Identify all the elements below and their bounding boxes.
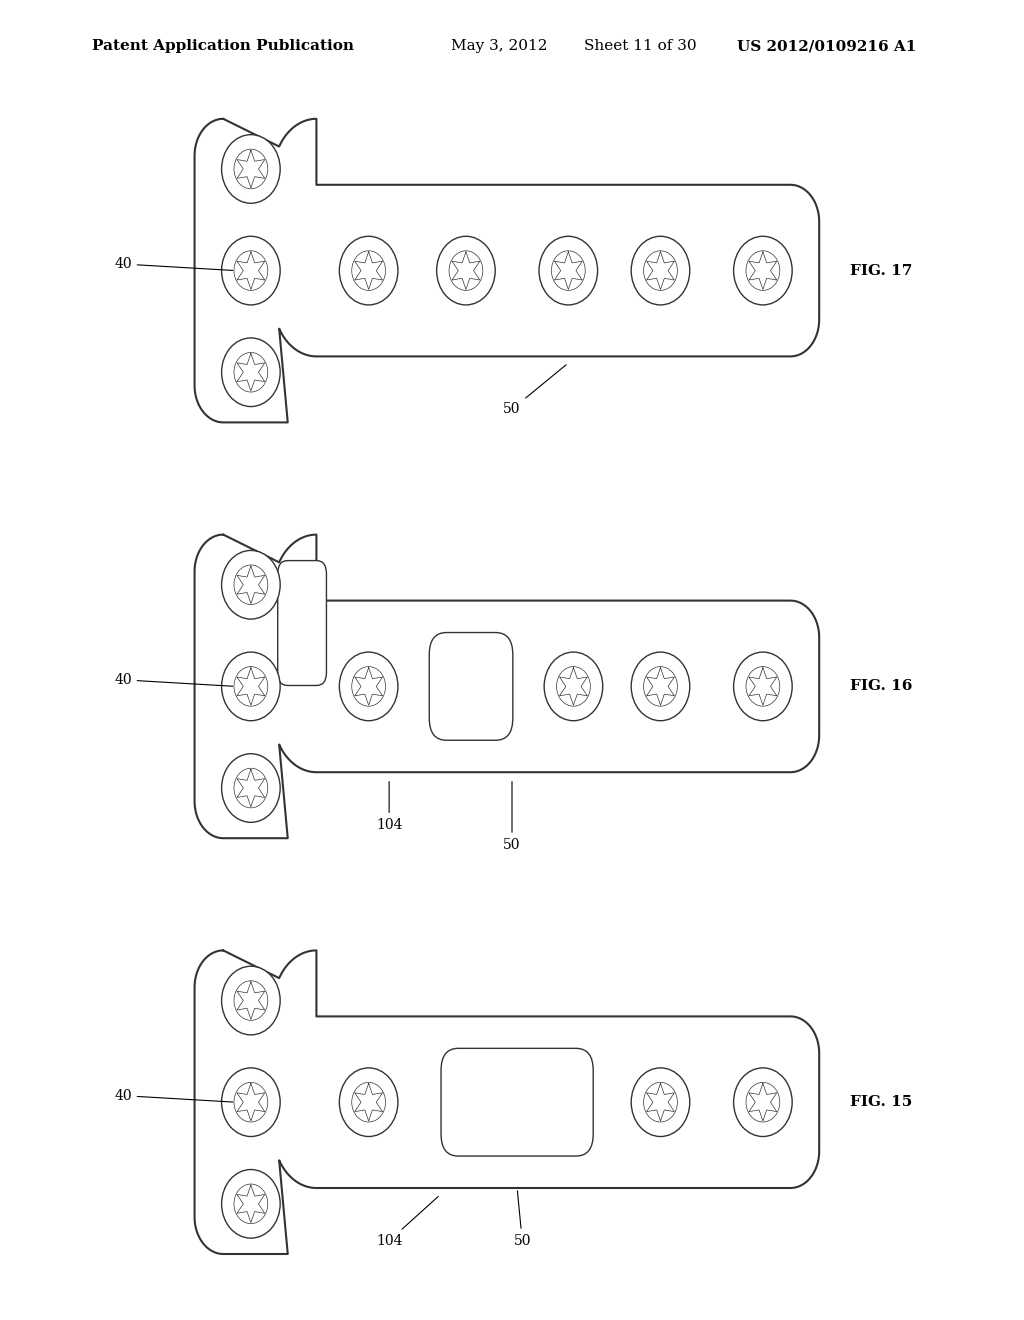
Ellipse shape [233, 1184, 268, 1224]
Ellipse shape [745, 1082, 780, 1122]
Text: Sheet 11 of 30: Sheet 11 of 30 [584, 40, 696, 53]
Ellipse shape [221, 966, 281, 1035]
Ellipse shape [352, 251, 385, 290]
Ellipse shape [221, 236, 281, 305]
FancyBboxPatch shape [441, 1048, 593, 1156]
Ellipse shape [233, 352, 268, 392]
Text: Patent Application Publication: Patent Application Publication [92, 40, 354, 53]
Text: US 2012/0109216 A1: US 2012/0109216 A1 [737, 40, 916, 53]
Ellipse shape [339, 236, 398, 305]
Ellipse shape [631, 1068, 690, 1137]
Text: 104: 104 [376, 1196, 438, 1247]
Ellipse shape [644, 251, 678, 290]
Ellipse shape [233, 768, 268, 808]
Text: 104: 104 [376, 781, 402, 832]
Ellipse shape [221, 754, 281, 822]
Ellipse shape [233, 667, 268, 706]
Ellipse shape [745, 667, 780, 706]
Text: FIG. 16: FIG. 16 [850, 680, 912, 693]
Ellipse shape [436, 236, 496, 305]
Ellipse shape [644, 667, 678, 706]
Ellipse shape [631, 236, 690, 305]
Ellipse shape [733, 1068, 793, 1137]
Text: 50: 50 [503, 781, 521, 851]
Polygon shape [195, 950, 819, 1254]
Ellipse shape [352, 1082, 385, 1122]
Ellipse shape [221, 1170, 281, 1238]
Text: 50: 50 [503, 364, 566, 416]
Text: FIG. 17: FIG. 17 [850, 264, 912, 277]
Ellipse shape [221, 1068, 281, 1137]
Ellipse shape [733, 652, 793, 721]
Ellipse shape [233, 1082, 268, 1122]
Text: FIG. 15: FIG. 15 [850, 1096, 912, 1109]
Polygon shape [195, 535, 819, 838]
Ellipse shape [221, 338, 281, 407]
Ellipse shape [552, 251, 586, 290]
Text: May 3, 2012: May 3, 2012 [451, 40, 547, 53]
Text: 50: 50 [513, 1191, 531, 1247]
Ellipse shape [221, 652, 281, 721]
Ellipse shape [233, 565, 268, 605]
Ellipse shape [544, 652, 603, 721]
FancyBboxPatch shape [278, 561, 327, 685]
Ellipse shape [233, 251, 268, 290]
Text: 40: 40 [114, 257, 232, 271]
Ellipse shape [733, 236, 793, 305]
Ellipse shape [221, 135, 281, 203]
Ellipse shape [631, 652, 690, 721]
Text: 40: 40 [114, 1089, 232, 1102]
Ellipse shape [339, 652, 398, 721]
Polygon shape [195, 119, 819, 422]
Ellipse shape [233, 149, 268, 189]
Ellipse shape [233, 981, 268, 1020]
Text: 40: 40 [114, 673, 232, 686]
Ellipse shape [352, 667, 385, 706]
Ellipse shape [339, 1068, 398, 1137]
Ellipse shape [539, 236, 598, 305]
FancyBboxPatch shape [429, 632, 513, 741]
Ellipse shape [557, 667, 590, 706]
Ellipse shape [449, 251, 483, 290]
Ellipse shape [221, 550, 281, 619]
Ellipse shape [745, 251, 780, 290]
Ellipse shape [644, 1082, 678, 1122]
